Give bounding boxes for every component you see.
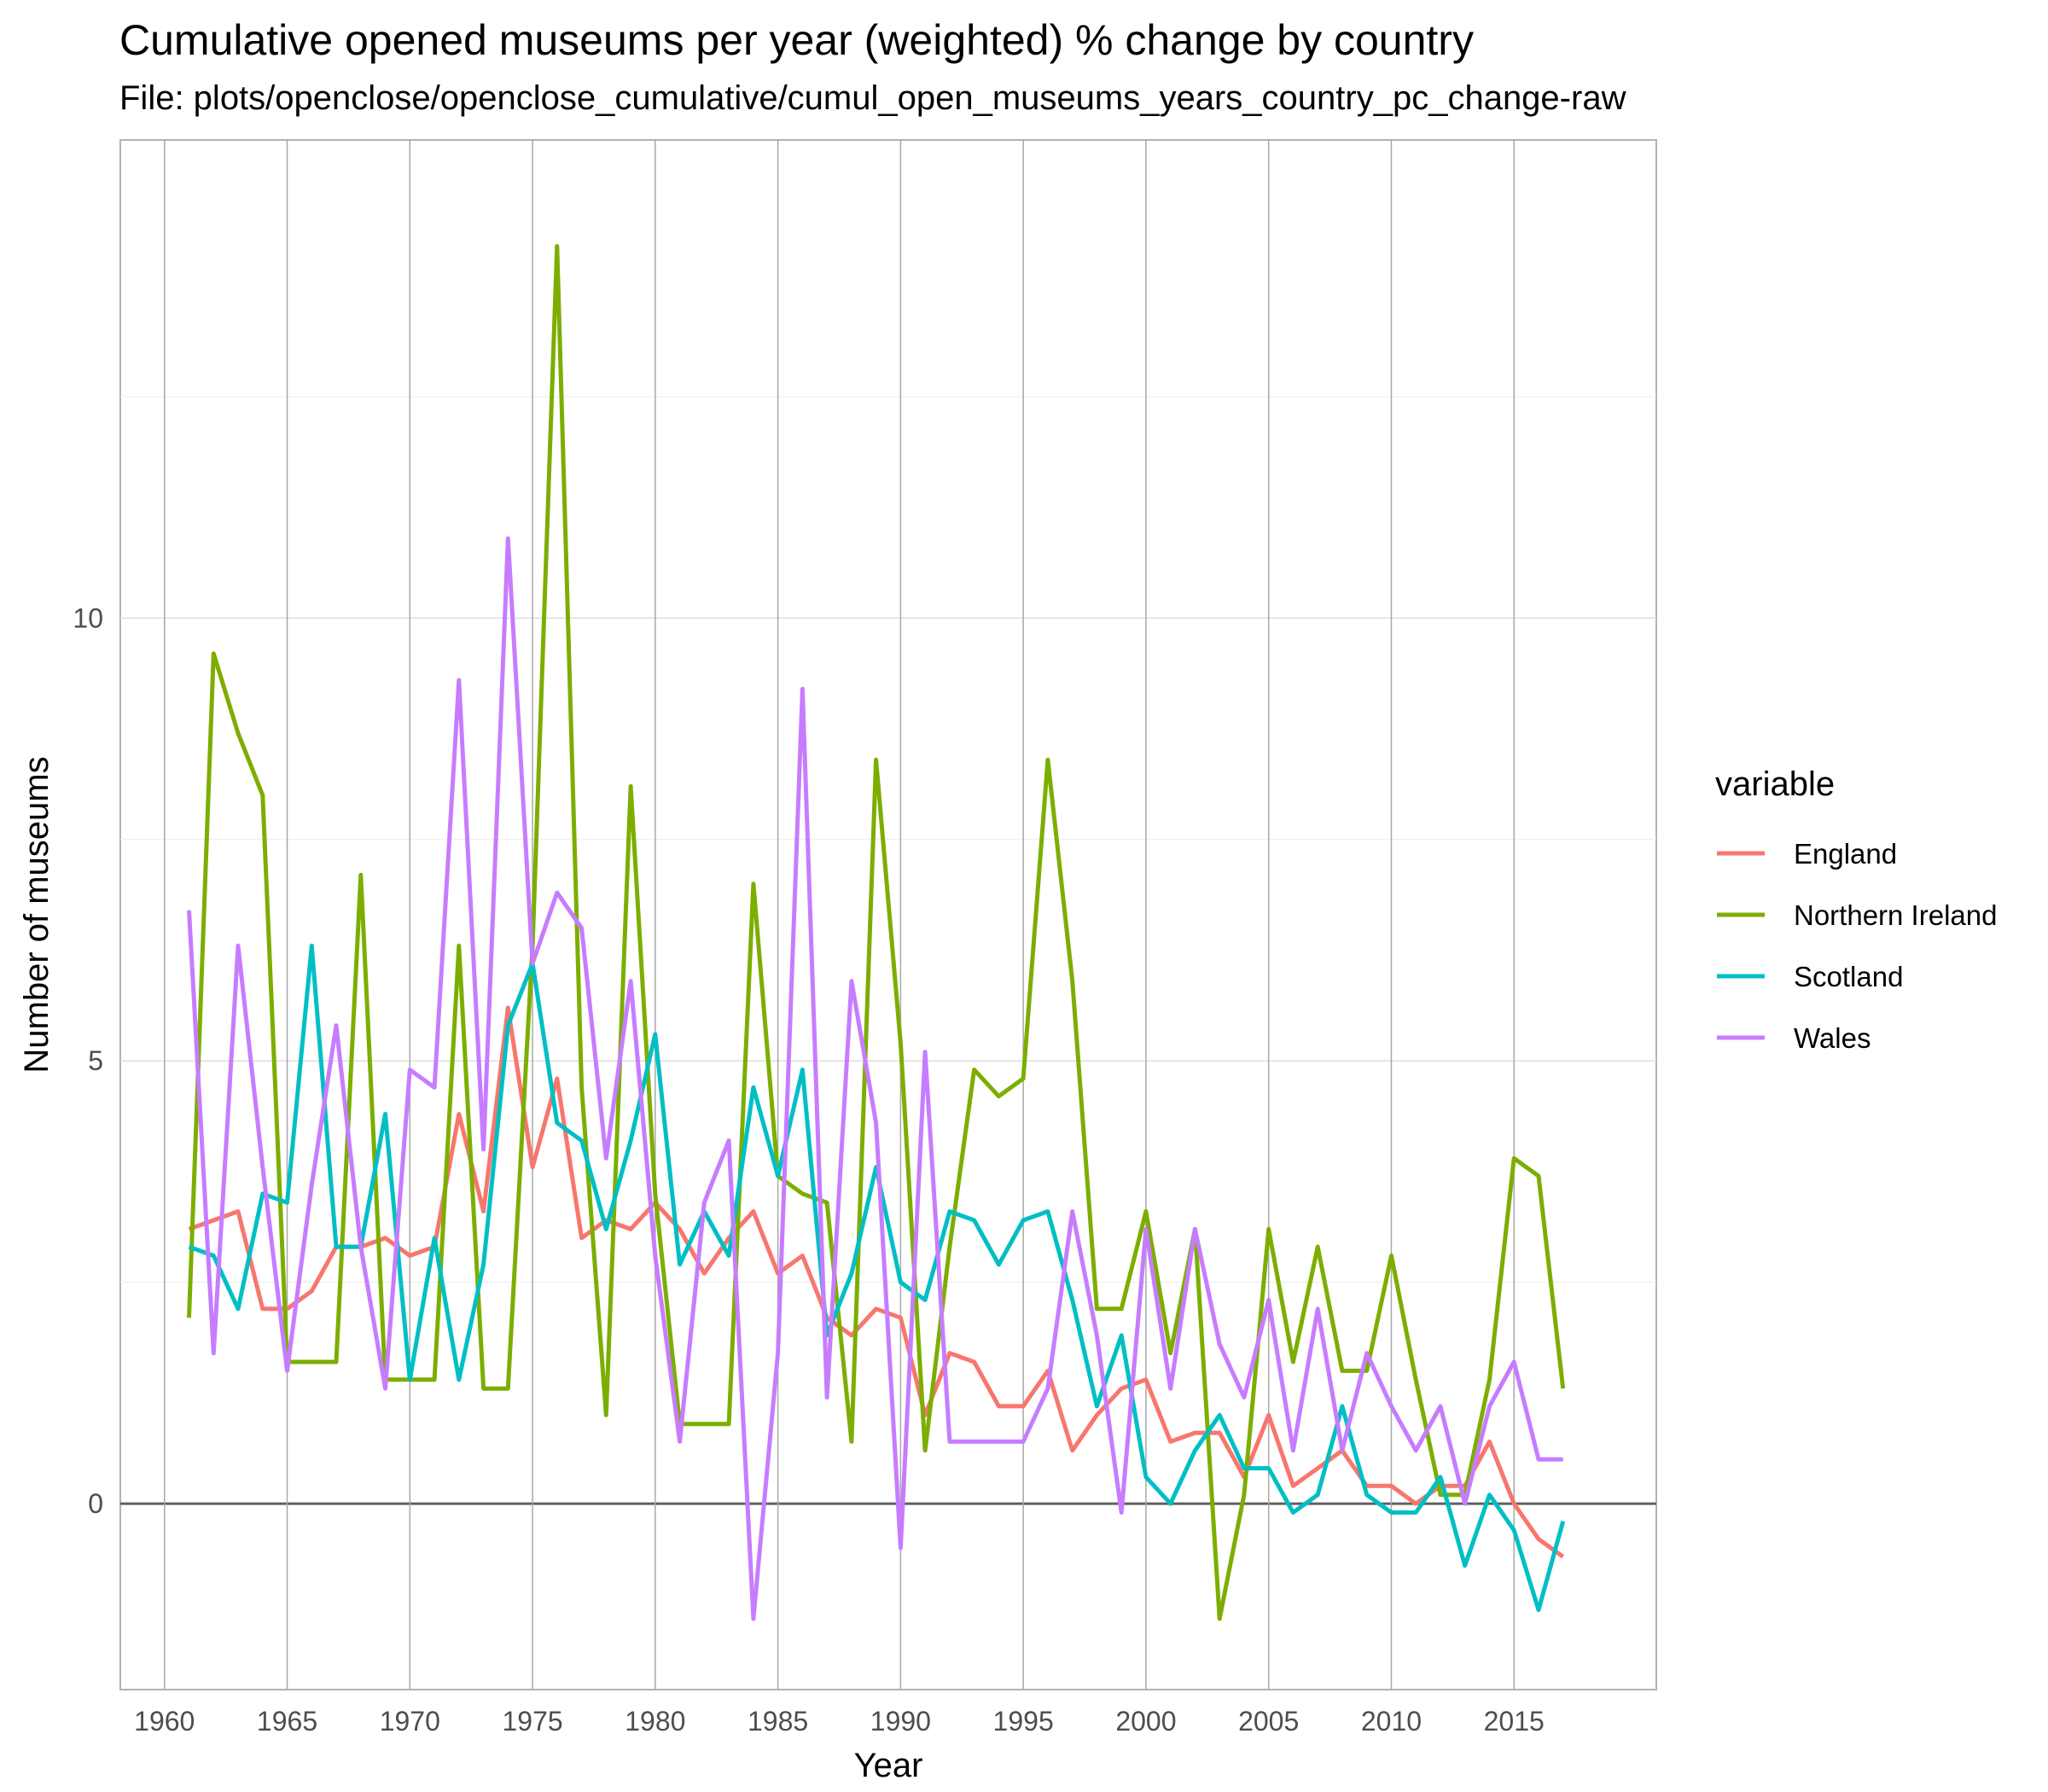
legend-items: England Northern Ireland Scotland Wales	[1717, 838, 1997, 1054]
legend: variable England Northern Ireland Scotland…	[1715, 765, 1997, 1054]
y-tick-label: 10	[73, 602, 103, 633]
x-axis-title: Year	[854, 1747, 923, 1784]
legend-label-scotland: Scotland	[1794, 961, 1903, 992]
x-tick-label: 2015	[1484, 1706, 1545, 1737]
x-tick-label: 2010	[1361, 1706, 1422, 1737]
x-tick-label: 1985	[748, 1706, 808, 1737]
x-tick-label: 1990	[870, 1706, 931, 1737]
y-axis-tick-labels: 0 5 10	[73, 602, 103, 1519]
legend-title: variable	[1715, 765, 1835, 803]
minor-gridlines	[120, 396, 1656, 1283]
legend-label-england: England	[1794, 838, 1897, 870]
x-tick-label: 1970	[380, 1706, 440, 1737]
x-tick-label: 1995	[993, 1706, 1054, 1737]
y-tick-label: 5	[88, 1045, 103, 1076]
legend-label-northern-ireland: Northern Ireland	[1794, 899, 1997, 931]
x-tick-label: 1980	[625, 1706, 685, 1737]
legend-label-wales: Wales	[1794, 1022, 1871, 1054]
series-lines	[187, 244, 1566, 1621]
y-axis-title: Number of museums	[18, 756, 55, 1073]
chart-subtitle: File: plots/openclose/openclose_cumulati…	[119, 79, 1626, 117]
x-tick-label: 2000	[1115, 1706, 1176, 1737]
chart-title: Cumulative opened museums per year (weig…	[119, 16, 1474, 64]
y-tick-label: 0	[88, 1488, 103, 1519]
plot-panel-border	[119, 139, 1657, 1690]
series-line-england	[188, 1005, 1565, 1559]
x-tick-label: 2005	[1238, 1706, 1299, 1737]
x-tick-label: 1965	[257, 1706, 317, 1737]
major-gridlines	[120, 140, 1656, 1690]
series-line-scotland	[188, 943, 1566, 1613]
x-axis-tick-labels: 1960 1965 1970 1975 1980 1985 1990 1995 2000 2005…	[134, 1706, 1545, 1737]
x-tick-label: 1960	[134, 1706, 195, 1737]
x-tick-label: 1975	[502, 1706, 562, 1737]
series-line-northern-ireland	[187, 244, 1566, 1621]
series-line-wales	[187, 536, 1563, 1621]
